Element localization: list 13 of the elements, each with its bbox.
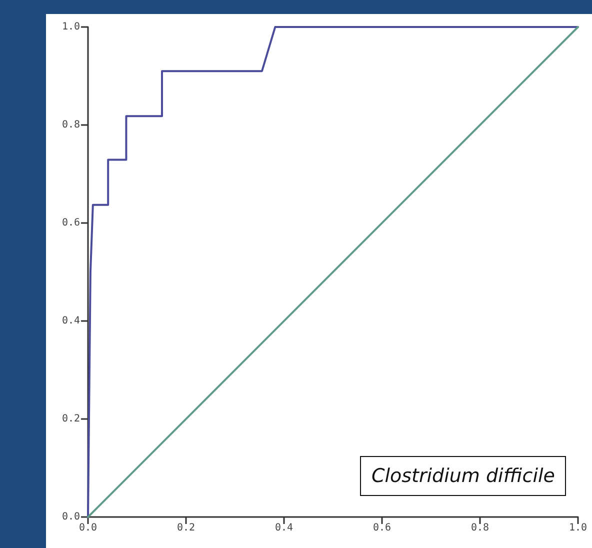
x-tick-label: 0.4 [274,522,294,534]
x-tick-label: 0.2 [176,522,196,534]
y-tick-label: 0.2 [62,414,80,424]
y-tick-label: 0.8 [62,120,80,130]
y-tick-label: 1.0 [62,22,80,32]
y-tick-label: 0.0 [62,512,80,522]
x-tick-label: 0.0 [78,522,98,534]
x-tick-label: 0.6 [372,522,392,534]
x-tick-label: 0.8 [470,522,490,534]
y-tick-label: 0.4 [62,316,80,326]
x-tick-label: 1.0 [568,522,588,534]
y-tick-label: 0.6 [62,218,80,228]
annotation: Clostridium difficile [360,456,566,496]
